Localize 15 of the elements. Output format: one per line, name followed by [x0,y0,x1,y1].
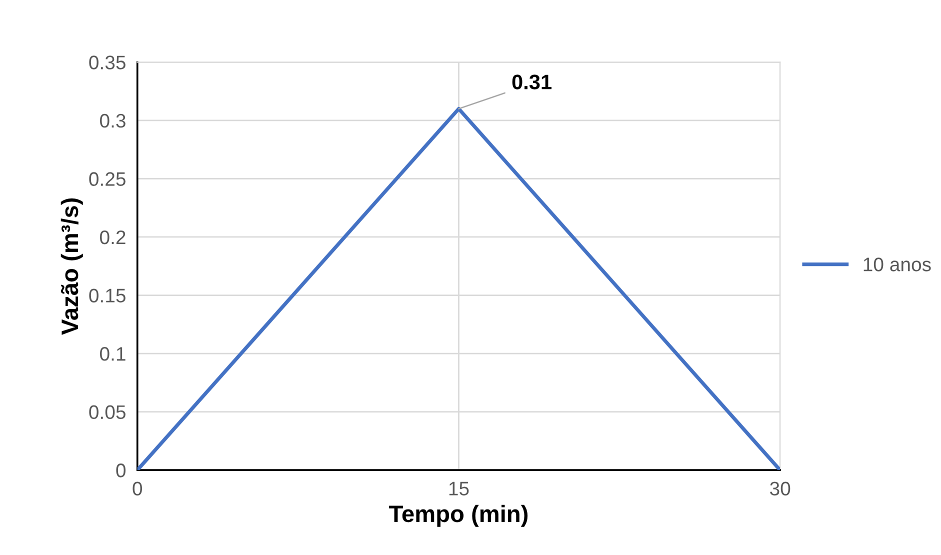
y-tick-label: 0 [116,464,126,478]
x-axis-title: Tempo (min) [389,504,528,527]
y-tick-label: 0.2 [100,230,126,244]
x-tick-label: 0 [132,482,142,496]
legend-label: 10 anos [864,258,931,272]
y-tick-label: 0.3 [100,114,126,128]
x-tick-label: 30 [770,482,790,496]
y-tick-label: 0.1 [100,347,126,361]
y-tick-label: 0.25 [89,172,126,186]
y-tick-label: 0.15 [89,288,126,302]
data-label: 0.31 [512,74,552,90]
y-axis-title: Vazão (m³/s) [60,198,83,335]
y-tick-label: 0.35 [89,56,126,70]
y-tick-label: 0.05 [89,405,126,420]
x-tick-label: 15 [449,482,469,496]
